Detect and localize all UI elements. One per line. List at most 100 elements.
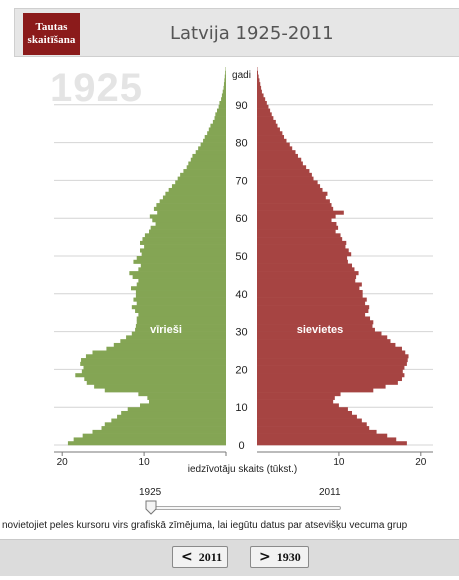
female-bar — [257, 180, 318, 185]
male-bar — [175, 180, 226, 185]
male-bar — [140, 403, 226, 408]
male-bar — [150, 225, 226, 230]
male-bar — [127, 407, 226, 412]
female-bar — [257, 252, 352, 257]
male-bar — [126, 335, 226, 340]
female-bar — [257, 324, 373, 329]
female-bar — [257, 184, 321, 189]
x-tick-label: 20 — [415, 457, 427, 468]
female-bar — [257, 82, 261, 87]
female-bar — [257, 282, 362, 287]
male-bar — [223, 85, 226, 90]
male-bar — [224, 74, 226, 79]
chevron-right-icon: > — [259, 549, 271, 565]
male-bar — [129, 271, 226, 276]
female-bar — [257, 388, 374, 393]
female-bar — [257, 229, 336, 234]
male-bar — [104, 422, 226, 427]
next-year-label: 1930 — [276, 549, 301, 564]
female-bars — [257, 67, 409, 446]
male-bar — [135, 290, 226, 295]
age-tick-label: 70 — [235, 175, 247, 187]
year-slider[interactable]: 1925 2011 — [0, 485, 459, 520]
male-bar — [200, 142, 226, 147]
male-bar — [104, 388, 226, 393]
chevron-left-icon: < — [181, 549, 193, 565]
male-bar — [180, 172, 226, 177]
male-bar — [195, 150, 226, 155]
male-bar — [75, 373, 227, 378]
male-bar — [212, 119, 226, 124]
male-bar — [190, 157, 226, 162]
female-bar — [257, 354, 409, 359]
male-bar — [142, 237, 226, 242]
female-bar — [257, 195, 326, 200]
male-bar — [136, 320, 226, 325]
age-tick-label: 80 — [235, 138, 247, 150]
male-bar — [183, 169, 226, 174]
female-bar — [257, 346, 402, 351]
female-bar — [257, 135, 285, 140]
female-bar — [257, 339, 391, 344]
male-bar — [168, 187, 226, 193]
female-bar — [257, 418, 362, 423]
female-bar — [257, 104, 269, 109]
male-bar — [92, 429, 226, 434]
female-bar — [257, 89, 262, 94]
logo[interactable]: Tautas skaitīšana — [23, 13, 80, 55]
previous-year-button[interactable]: < 2011 — [172, 546, 228, 568]
male-bar — [83, 365, 226, 370]
male-bar — [224, 78, 226, 83]
male-bar — [218, 104, 226, 109]
female-bar — [257, 93, 264, 98]
female-bar — [257, 142, 290, 147]
female-bar — [257, 429, 377, 434]
female-bar — [257, 240, 347, 245]
female-bar — [257, 97, 266, 102]
female-bar — [257, 316, 371, 321]
male-bar — [136, 256, 226, 261]
age-tick-label: 30 — [235, 327, 247, 339]
female-bar — [257, 331, 382, 336]
female-bar — [257, 233, 341, 238]
female-bar — [257, 237, 343, 242]
female-bar — [257, 312, 366, 317]
male-bar — [225, 70, 226, 75]
series-label-male: vīrieši — [150, 324, 182, 336]
female-bar — [257, 278, 356, 283]
male-bar — [120, 339, 226, 344]
male-bar — [208, 127, 226, 132]
female-bar — [257, 165, 307, 170]
female-bar — [257, 369, 403, 374]
male-bar — [138, 267, 226, 272]
male-bar — [133, 297, 226, 302]
male-bar — [135, 308, 226, 313]
female-bar — [257, 203, 332, 208]
current-year-label: 1925 — [50, 66, 143, 110]
female-bar — [257, 214, 336, 219]
slider-track[interactable] — [151, 506, 341, 510]
female-bar — [257, 70, 258, 75]
male-bar — [67, 441, 226, 446]
slider-thumb[interactable] — [145, 500, 157, 515]
series-label-female: sievietes — [297, 324, 343, 336]
age-tick-label: 90 — [235, 100, 247, 112]
population-pyramid-chart[interactable]: 0 10 20 30 40 50 60 70 80 90 gadi 20 10 10 20 iedzīvotā… — [0, 58, 459, 478]
female-bar — [257, 441, 407, 446]
age-tick-label: 50 — [235, 251, 247, 263]
male-bar — [135, 327, 226, 332]
female-bar — [257, 199, 330, 204]
female-bar — [257, 248, 349, 253]
female-bar — [257, 256, 348, 261]
female-bar — [257, 422, 367, 427]
female-bar — [257, 392, 341, 397]
female-bar — [257, 286, 360, 291]
female-bar — [257, 161, 303, 166]
male-bar — [117, 414, 226, 419]
male-bar — [130, 286, 226, 291]
female-bar — [257, 290, 363, 295]
female-bar — [257, 376, 402, 382]
female-bar — [257, 157, 302, 162]
next-year-button[interactable]: > 1930 — [250, 546, 309, 568]
female-bar — [257, 373, 405, 378]
